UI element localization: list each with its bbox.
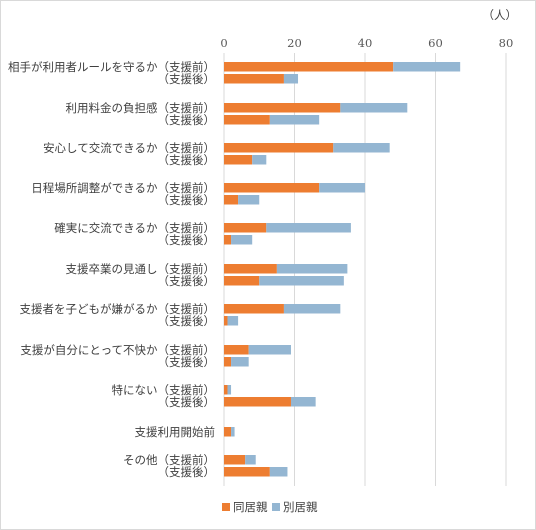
- bar-segment-separate-residence: [276, 264, 348, 274]
- bar-segment-separate-residence: [290, 397, 316, 407]
- category-label: （支援後）: [158, 465, 216, 479]
- bar-segment-separate-residence: [231, 357, 249, 367]
- category-label: （支援後）: [158, 274, 216, 288]
- legend-swatch: [222, 503, 230, 511]
- bar-segment-separate-residence: [340, 103, 408, 113]
- bar-segment-separate-residence: [266, 223, 351, 233]
- bar-segment-separate-residence: [245, 455, 256, 465]
- bar-segment-same-residence: [224, 345, 249, 355]
- bar-segment-same-residence: [224, 276, 260, 286]
- bar-segment-same-residence: [224, 183, 320, 193]
- bar-segment-separate-residence: [231, 235, 253, 245]
- bar-segment-same-residence: [224, 115, 270, 125]
- category-label: （支援後）: [158, 395, 216, 409]
- bar-segment-same-residence: [224, 264, 277, 274]
- category-label: その他（支援前）: [123, 453, 215, 467]
- bar-segment-same-residence: [224, 74, 284, 84]
- bar-segment-separate-residence: [231, 427, 235, 437]
- category-label: （支援後）: [158, 72, 216, 86]
- bar-segment-same-residence: [224, 467, 270, 477]
- bar-segment-same-residence: [224, 103, 341, 113]
- category-label: 安心して交流できるか（支援前）: [43, 141, 215, 155]
- bar-segment-separate-residence: [269, 467, 288, 477]
- bar-segment-same-residence: [224, 385, 228, 395]
- bar-segment-same-residence: [224, 304, 284, 314]
- category-label: （支援後）: [158, 355, 216, 369]
- category-label: （支援後）: [158, 113, 216, 127]
- bar-segment-separate-residence: [269, 115, 320, 125]
- category-label: （支援後）: [158, 233, 216, 247]
- bar-segment-separate-residence: [393, 62, 461, 72]
- bar-segment-same-residence: [224, 455, 246, 465]
- bar-segment-same-residence: [224, 316, 228, 326]
- bar-segment-same-residence: [224, 235, 232, 245]
- bar-segment-separate-residence: [227, 385, 232, 395]
- legend-label: 同居親: [233, 500, 268, 514]
- bar-segment-separate-residence: [238, 195, 260, 205]
- bar-segment-same-residence: [224, 427, 232, 437]
- x-tick-label: 40: [358, 36, 373, 50]
- category-label: 支援が自分にとって不快か（支援前）: [20, 343, 215, 357]
- bar-segment-separate-residence: [319, 183, 365, 193]
- category-label: 利用料金の負担感（支援前）: [66, 101, 216, 115]
- x-tick-label: 60: [428, 36, 443, 50]
- bar-segment-separate-residence: [259, 276, 344, 286]
- bar-segment-same-residence: [224, 223, 267, 233]
- bar-segment-separate-residence: [252, 155, 267, 165]
- category-label: 相手が利用者ルールを守るか（支援前）: [8, 60, 215, 74]
- category-label: （支援後）: [158, 193, 216, 207]
- bar-segment-same-residence: [224, 397, 291, 407]
- bar-segment-separate-residence: [283, 74, 299, 84]
- category-label: 日程場所調整ができるか（支援前）: [31, 181, 215, 195]
- bar-segment-separate-residence: [248, 345, 291, 355]
- category-label: 支援卒業の見通し（支援前）: [66, 262, 216, 276]
- category-label: 特にない（支援前）: [112, 383, 216, 397]
- unit-label: （人）: [483, 8, 518, 22]
- bar-segment-separate-residence: [333, 143, 390, 153]
- x-tick-label: 80: [499, 36, 514, 50]
- category-label: 確実に交流できるか（支援前）: [54, 221, 215, 235]
- category-label: （支援後）: [158, 314, 216, 328]
- category-label: （支援後）: [158, 153, 216, 167]
- legend-label: 別居親: [283, 500, 318, 514]
- legend-swatch: [272, 503, 280, 511]
- bar-segment-separate-residence: [283, 304, 341, 314]
- bar-segment-same-residence: [224, 357, 232, 367]
- bar-segment-same-residence: [224, 195, 239, 205]
- category-label: 支援利用開始前: [135, 425, 216, 439]
- category-label: 支援者を子どもが嫌がるか（支援前）: [20, 302, 216, 316]
- x-tick-label: 20: [287, 36, 302, 50]
- bar-segment-same-residence: [224, 155, 253, 165]
- x-tick-label: 0: [220, 36, 227, 50]
- bar-segment-separate-residence: [227, 316, 239, 326]
- bar-segment-same-residence: [224, 62, 394, 72]
- bar-segment-same-residence: [224, 143, 334, 153]
